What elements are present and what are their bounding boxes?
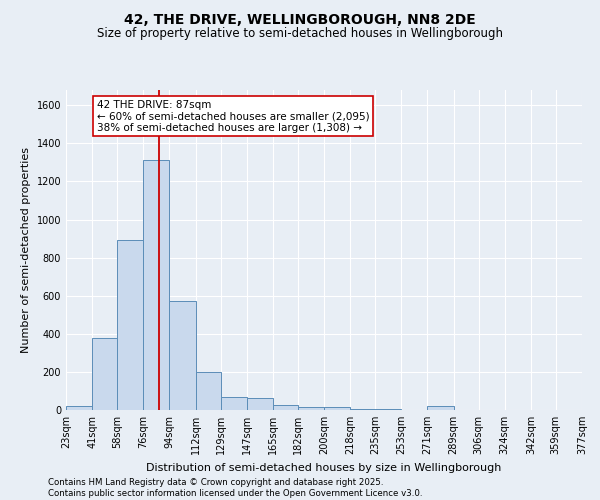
Bar: [143, 160, 169, 410]
Bar: [350, 409, 375, 410]
Bar: [66, 406, 92, 410]
Bar: [298, 407, 324, 410]
X-axis label: Distribution of semi-detached houses by size in Wellingborough: Distribution of semi-detached houses by …: [146, 462, 502, 472]
Y-axis label: Number of semi-detached properties: Number of semi-detached properties: [21, 147, 31, 353]
Text: 42, THE DRIVE, WELLINGBOROUGH, NN8 2DE: 42, THE DRIVE, WELLINGBOROUGH, NN8 2DE: [124, 12, 476, 26]
Bar: [196, 372, 221, 410]
Bar: [221, 396, 247, 410]
Bar: [427, 406, 454, 410]
Text: 42 THE DRIVE: 87sqm
← 60% of semi-detached houses are smaller (2,095)
38% of sem: 42 THE DRIVE: 87sqm ← 60% of semi-detach…: [97, 100, 369, 132]
Bar: [375, 409, 401, 410]
Bar: [92, 338, 117, 410]
Text: Contains HM Land Registry data © Crown copyright and database right 2025.
Contai: Contains HM Land Registry data © Crown c…: [48, 478, 422, 498]
Bar: [324, 407, 350, 410]
Bar: [273, 405, 298, 410]
Bar: [247, 398, 273, 410]
Bar: [169, 302, 196, 410]
Text: Size of property relative to semi-detached houses in Wellingborough: Size of property relative to semi-detach…: [97, 28, 503, 40]
Bar: [117, 240, 143, 410]
